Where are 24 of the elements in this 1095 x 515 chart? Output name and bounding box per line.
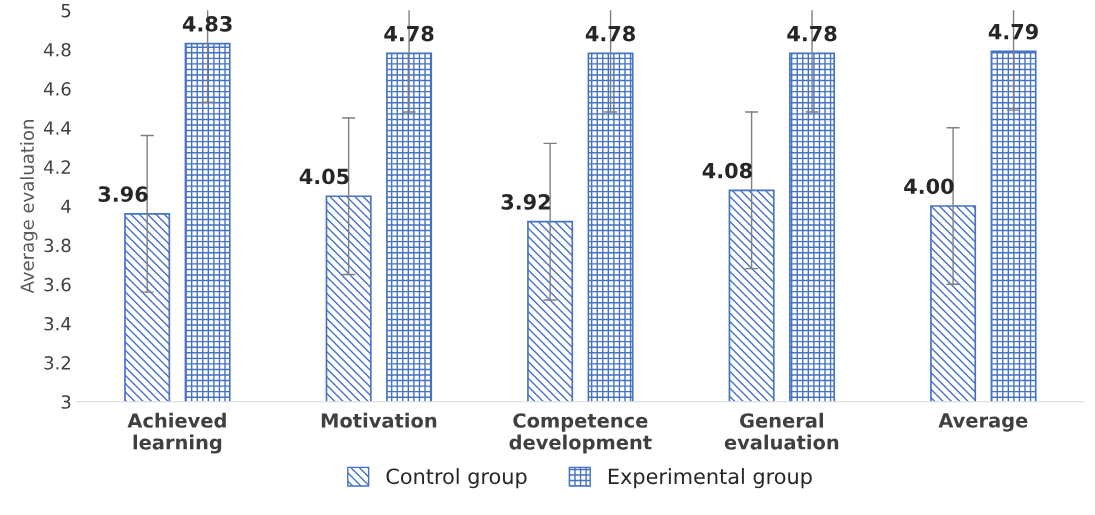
y-tick-label: 4.8 — [43, 42, 71, 57]
x-tick-label: Competence development — [509, 413, 652, 454]
y-axis-title: Average evaluation — [20, 120, 38, 294]
legend-label: Control group — [386, 468, 527, 489]
legend-label: Experimental group — [608, 468, 812, 489]
y-tick-label: 3.8 — [44, 238, 71, 253]
y-tick-label: 3 — [61, 395, 71, 409]
y-tick-label: 4.2 — [43, 160, 70, 174]
y-tick-label: 4.4 — [43, 121, 71, 135]
x-tick-label: General evaluation — [724, 412, 839, 450]
x-tick-label: Average — [938, 413, 1028, 432]
y-tick-label: 3.4 — [44, 316, 71, 331]
y-tick-label: 4 — [61, 199, 71, 213]
y-tick-label: 4.6 — [43, 82, 71, 96]
x-tick-label: Motivation — [321, 412, 437, 428]
data-label: 4.00 — [904, 178, 954, 195]
y-tick-label: 5 — [61, 4, 71, 18]
x-tick-label: Achieved learning — [127, 412, 226, 454]
y-tick-label: 3.6 — [44, 277, 71, 292]
data-label: 3.96 — [98, 186, 148, 202]
data-label: 4.78 — [787, 25, 837, 42]
data-label: 3.92 — [501, 194, 550, 210]
data-label: 4.78 — [384, 25, 434, 42]
y-tick-label: 3.2 — [44, 356, 70, 370]
